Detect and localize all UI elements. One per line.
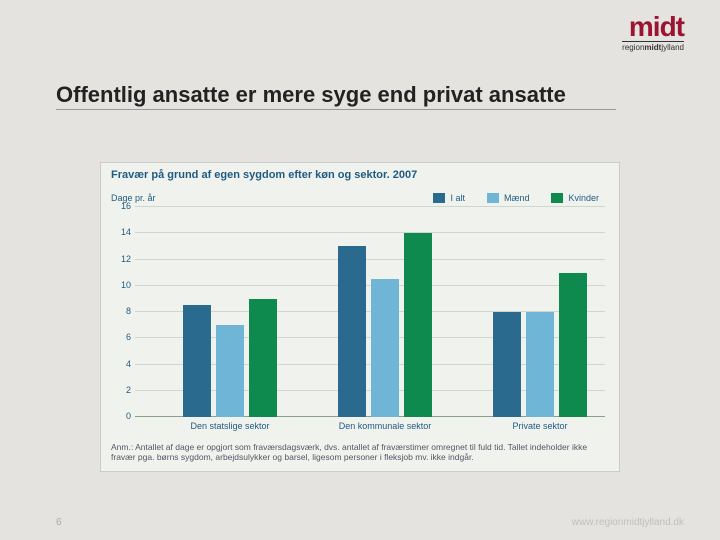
slide-title: Offentlig ansatte er mere syge end priva…	[56, 82, 616, 110]
legend-item: Mænd	[487, 193, 530, 203]
bar	[371, 279, 399, 417]
chart-title: Fravær på grund af egen sygdom efter køn…	[111, 169, 417, 181]
logo-wordmark: midt	[622, 14, 684, 39]
legend-swatch	[551, 193, 563, 203]
legend-label: Kvinder	[568, 193, 599, 203]
bar	[526, 312, 554, 417]
gridline: 16	[135, 206, 605, 207]
bar	[493, 312, 521, 417]
bar	[216, 325, 244, 417]
category-label: Private sektor	[470, 421, 610, 431]
category-label: Den statslige sektor	[160, 421, 300, 431]
logo-subtext: regionmidtjylland	[622, 41, 684, 52]
bar-group: Den kommunale sektor	[330, 233, 440, 417]
y-tick-label: 14	[113, 227, 131, 237]
y-tick-label: 10	[113, 280, 131, 290]
chart-footnote: Anm.: Antallet af dage er opgjort som fr…	[111, 442, 609, 463]
bar	[183, 305, 211, 417]
y-tick-label: 16	[113, 201, 131, 211]
bar	[404, 233, 432, 417]
bar	[559, 273, 587, 417]
page-number: 6	[56, 517, 62, 528]
bar	[249, 299, 277, 417]
legend-swatch	[433, 193, 445, 203]
y-tick-label: 2	[113, 385, 131, 395]
bar	[338, 246, 366, 417]
legend-swatch	[487, 193, 499, 203]
y-tick-label: 12	[113, 254, 131, 264]
plot-area: 0246810121416Den statslige sektorDen kom…	[135, 207, 605, 417]
category-label: Den kommunale sektor	[315, 421, 455, 431]
y-tick-label: 8	[113, 306, 131, 316]
legend-item: Kvinder	[551, 193, 599, 203]
footer-url: www.regionmidtjylland.dk	[572, 517, 684, 528]
y-tick-label: 4	[113, 359, 131, 369]
y-tick-label: 6	[113, 332, 131, 342]
bar-group: Den statslige sektor	[175, 299, 285, 417]
logo: midt regionmidtjylland	[622, 14, 684, 52]
legend-label: Mænd	[504, 193, 530, 203]
bar-group: Private sektor	[485, 273, 595, 417]
legend-label: I alt	[450, 193, 465, 203]
legend-item: I alt	[433, 193, 465, 203]
legend: I alt Mænd Kvinder	[433, 193, 599, 203]
chart-panel: Fravær på grund af egen sygdom efter køn…	[100, 162, 620, 472]
